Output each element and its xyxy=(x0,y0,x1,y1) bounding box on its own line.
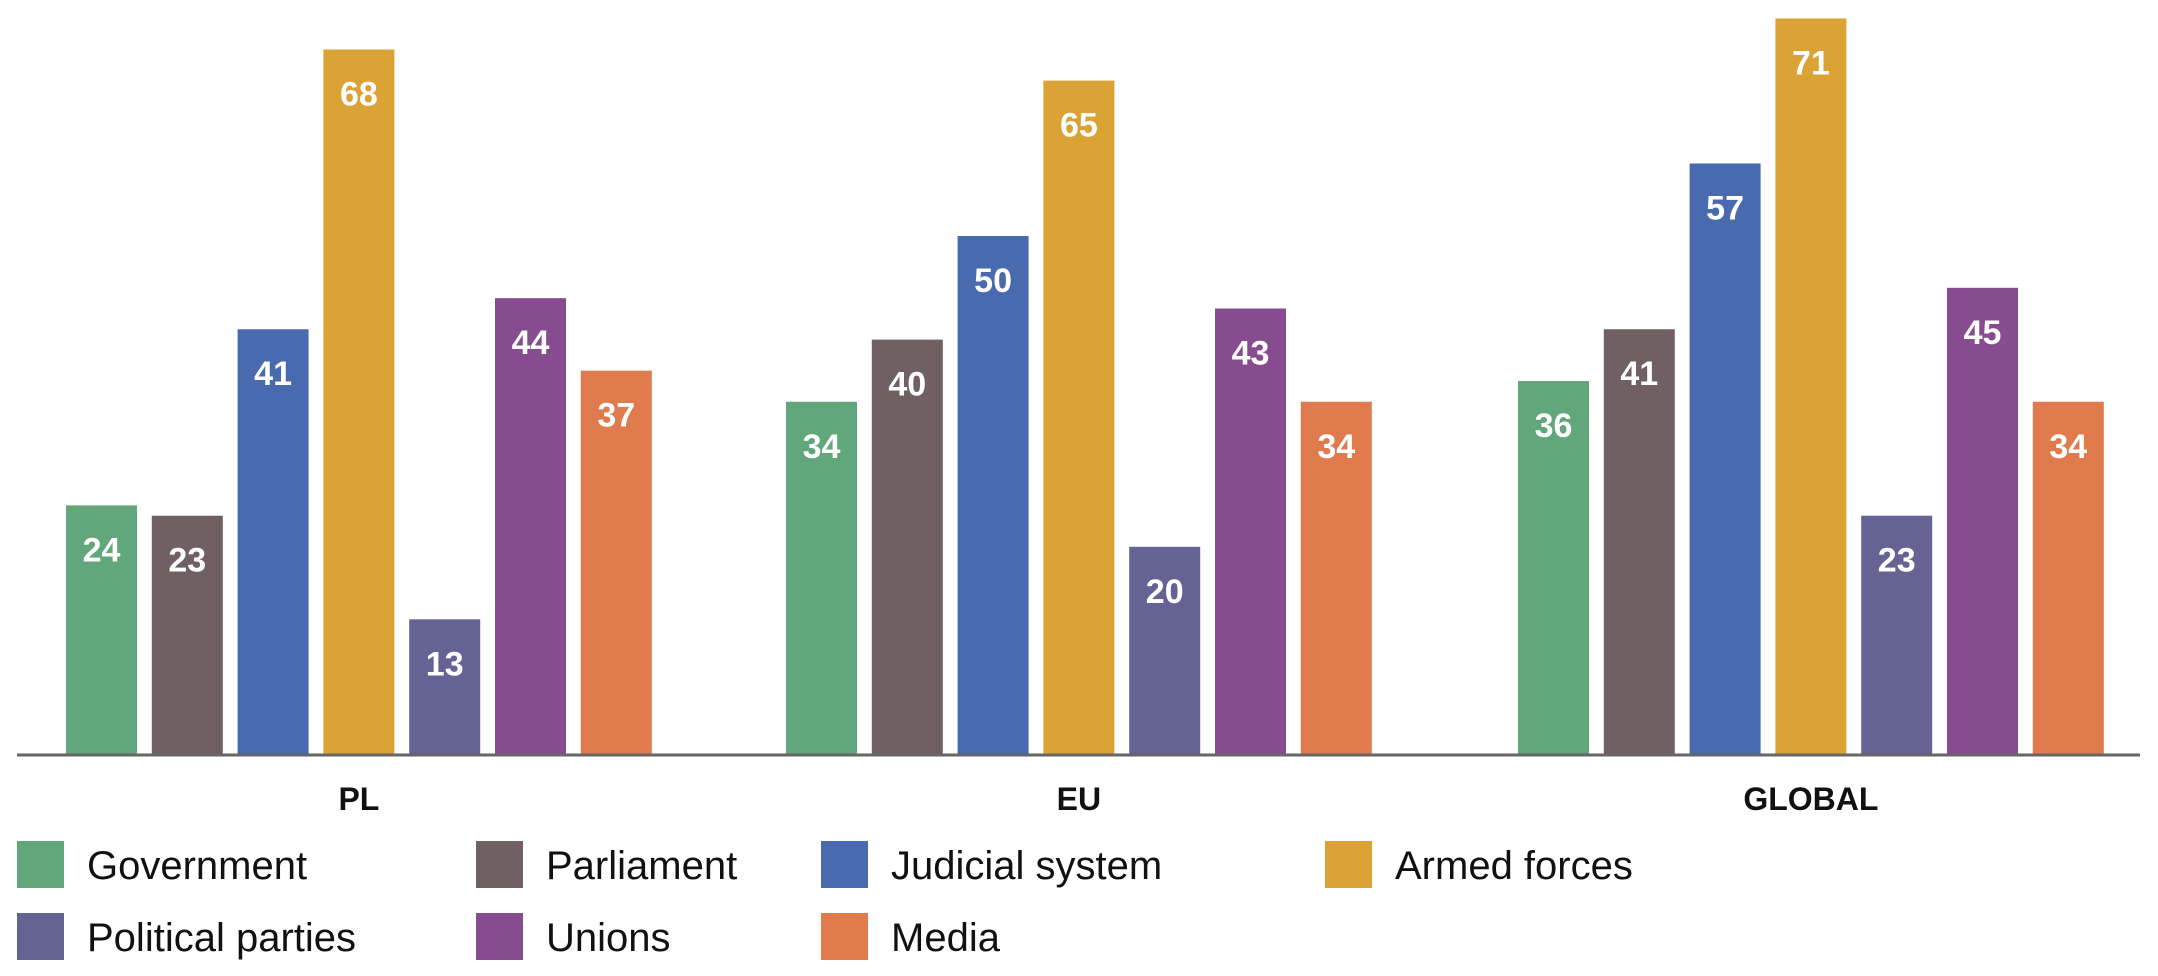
legend-swatch xyxy=(1325,841,1372,888)
data-label: 41 xyxy=(254,355,292,393)
data-label: 41 xyxy=(1620,355,1658,393)
data-label: 44 xyxy=(512,324,550,362)
legend-swatch xyxy=(17,841,64,888)
data-label: 65 xyxy=(1060,107,1098,145)
bar-pl-unions xyxy=(495,298,566,754)
legend-label: Armed forces xyxy=(1395,844,1633,888)
legend-item: Armed forces xyxy=(1325,841,1633,888)
legend-swatch xyxy=(476,841,523,888)
data-label: 37 xyxy=(597,397,635,435)
data-label: 71 xyxy=(1792,44,1830,82)
data-label: 45 xyxy=(1964,314,2002,352)
data-label: 23 xyxy=(168,542,206,580)
category-label: PL xyxy=(338,781,379,817)
bar-eu-unions xyxy=(1215,308,1286,754)
legend-item: Political parties xyxy=(17,913,356,960)
bar-eu-media xyxy=(1300,401,1372,754)
data-label: 13 xyxy=(426,645,464,683)
legend-swatch xyxy=(476,913,523,960)
data-label: 34 xyxy=(803,428,841,466)
legend-swatch xyxy=(821,841,868,888)
data-label: 24 xyxy=(83,531,121,569)
legend-label: Media xyxy=(891,916,1001,960)
legend-label: Unions xyxy=(546,916,671,960)
legend-label: Parliament xyxy=(546,844,737,888)
legend-swatch xyxy=(821,913,868,960)
legend-item: Government xyxy=(17,841,307,888)
legend-swatch xyxy=(17,913,64,960)
data-label: 23 xyxy=(1878,542,1916,580)
bar-global-judicial-system xyxy=(1689,163,1761,755)
category-label: GLOBAL xyxy=(1743,781,1878,817)
bar-eu-judicial-system xyxy=(957,236,1029,754)
legend-item: Parliament xyxy=(476,841,737,888)
bar-global-parliament xyxy=(1603,329,1675,754)
bar-pl-armed-forces xyxy=(323,49,395,754)
data-label: 20 xyxy=(1146,573,1184,611)
legend-label: Political parties xyxy=(87,916,356,960)
legend-item: Unions xyxy=(476,913,671,960)
data-label: 57 xyxy=(1706,189,1744,227)
bar-eu-political-parties xyxy=(1129,546,1201,754)
data-label: 36 xyxy=(1535,407,1573,445)
bar-global-armed-forces xyxy=(1775,18,1847,754)
legend-item: Media xyxy=(821,913,1001,960)
data-label: 34 xyxy=(2049,428,2087,466)
bar-pl-parliament xyxy=(151,515,223,754)
bar-eu-parliament xyxy=(871,339,943,754)
bar-global-government xyxy=(1518,381,1589,754)
legend-label: Government xyxy=(87,844,307,888)
bar-global-unions xyxy=(1947,287,2018,754)
bar-pl-government xyxy=(66,505,137,754)
bars-layer: 24 23 41 68 13 44 37 34 40 50 65 20 43 34 36 41 57 71 23 45… xyxy=(66,18,2104,755)
bar-eu-armed-forces xyxy=(1043,80,1115,755)
category-label: EU xyxy=(1057,781,1101,817)
legend-label: Judicial system xyxy=(891,844,1162,888)
data-label: 40 xyxy=(888,366,926,404)
bar-pl-judicial-system xyxy=(237,329,309,754)
data-label: 34 xyxy=(1317,428,1355,466)
bar-pl-political-parties xyxy=(409,619,481,754)
bar-pl-media xyxy=(580,370,652,754)
legend: Government Parliament Judicial system Armed… xyxy=(17,841,1633,960)
bar-global-political-parties xyxy=(1861,515,1933,754)
data-label: 50 xyxy=(974,262,1012,300)
category-labels: PL EU GLOBAL xyxy=(338,781,1878,817)
data-label: 68 xyxy=(340,76,378,114)
bar-eu-government xyxy=(786,401,857,754)
legend-item: Judicial system xyxy=(821,841,1162,888)
bar-global-media xyxy=(2032,401,2104,754)
data-label: 43 xyxy=(1232,335,1270,373)
